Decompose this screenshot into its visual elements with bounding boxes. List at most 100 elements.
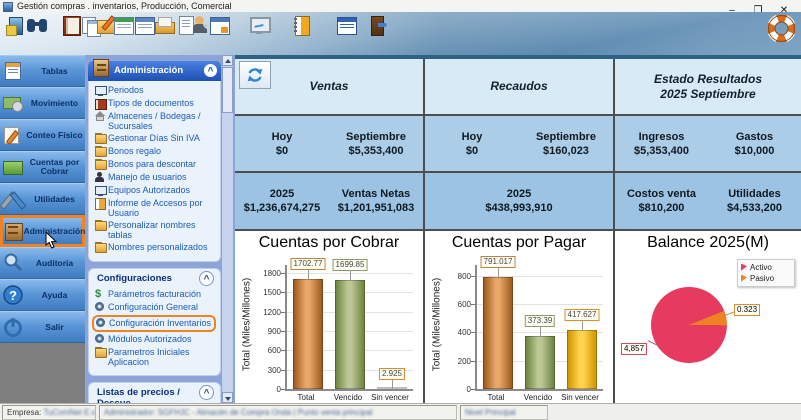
sidebar-item-movimiento[interactable]: Movimiento <box>0 87 85 119</box>
sidebar-item-tablas[interactable]: Tablas <box>0 55 85 87</box>
value-callout: 2.925 <box>378 367 406 380</box>
grid-blue-icon[interactable] <box>335 14 359 38</box>
pie-value-pasivo: 0.323 <box>734 304 761 316</box>
y-tick <box>281 389 286 390</box>
sidebar-item-ayuda[interactable]: ? Ayuda <box>0 279 85 311</box>
gridline <box>477 303 603 305</box>
sidebar-item-cuentas-por-cobrar[interactable]: Cuentas por Cobrar <box>0 151 85 183</box>
x-category-label: Vencido <box>523 393 553 402</box>
copy-icon[interactable] <box>79 14 103 38</box>
gear-icon <box>96 318 109 329</box>
collapse-section-button[interactable]: ^ <box>199 271 214 286</box>
book-icon[interactable] <box>60 14 84 38</box>
monitor-icon <box>95 185 108 196</box>
menu-item-bonos-para-descontar[interactable]: Bonos para descontar <box>95 159 216 170</box>
table-icon[interactable] <box>133 14 157 38</box>
status-bar: Empresa: TuComNet E.x.E Administrador: S… <box>0 403 801 420</box>
menu-item-configuracion-inventarios[interactable]: Configuración Inventarios <box>92 315 216 332</box>
metric: 2025 $1,236,674,275 <box>243 188 321 214</box>
dollar-icon: $ <box>95 288 102 300</box>
collapse-section-button[interactable]: ^ <box>199 385 214 400</box>
sidebar-item-utilidades[interactable]: Utilidades <box>0 183 85 215</box>
y-tick <box>281 350 286 352</box>
y-tick-label: 400 <box>457 328 471 338</box>
home-icon <box>95 111 108 122</box>
metric: Septiembre $5,353,400 <box>346 130 406 157</box>
plot-area: 0 300 600 900 1200 1500 1800 1702.77 1699.85 2.92… <box>263 258 413 394</box>
y-tick <box>471 360 476 362</box>
maximize-button[interactable]: ❐ <box>753 5 763 16</box>
sidebar-item-auditoria[interactable]: Auditoria <box>0 247 85 279</box>
y-tick <box>471 275 476 277</box>
value-callout: 373.39 <box>524 315 556 328</box>
refresh-button[interactable] <box>239 61 271 89</box>
bar-Total <box>483 276 513 389</box>
close-button[interactable]: ✕ <box>779 5 789 16</box>
menu-item-parametros-iniciales[interactable]: Parametros Iniciales Aplicacion <box>95 347 216 367</box>
y-tick-label: 0 <box>276 385 281 394</box>
folder-icon <box>95 242 108 253</box>
pie-chart <box>651 287 727 363</box>
menu-item-gestionar-dias-sin-iva[interactable]: Gestionar Días Sin IVA <box>95 133 216 144</box>
administration-icon <box>3 220 25 242</box>
pie-value-activo: 4,857 <box>621 343 648 355</box>
receivables-icon <box>2 156 24 178</box>
physical-count-icon <box>2 124 24 146</box>
chart-title: Cuentas por Cobrar <box>258 234 400 251</box>
menu-item-almacenes-bodegas[interactable]: Almacenes / Bodegas / Sucursales <box>95 111 216 131</box>
exit-door-icon[interactable] <box>368 14 392 38</box>
scroll-up-arrow[interactable] <box>222 55 233 66</box>
bar-Sin vencer <box>567 329 597 389</box>
notebook-icon[interactable] <box>291 14 315 38</box>
menu-item-parametros-facturacion[interactable]: $ Parámetros facturación <box>95 288 202 300</box>
chart-title: Balance 2025(M) <box>647 234 769 251</box>
app-icon <box>3 2 13 12</box>
window-title: Gestión compras . inventarios, Producció… <box>17 1 232 11</box>
menu-item-bonos-regalo[interactable]: Bonos regalo <box>95 146 216 157</box>
y-tick-label: 600 <box>457 299 471 309</box>
folder-icon <box>95 146 108 157</box>
app-window-icon[interactable] <box>4 14 28 38</box>
minimize-button[interactable]: – <box>729 5 735 16</box>
plot-area: 0 200 400 600 800 791.017 373.39 417.627 <box>458 255 603 394</box>
menu-item-personalizar-nombres-tablas[interactable]: Personalizar nombres tablas <box>95 220 216 240</box>
menu-item-manejo-de-usuarios[interactable]: Manejo de usuarios <box>95 172 216 183</box>
binoculars-icon[interactable] <box>25 14 49 38</box>
user-icon <box>95 172 108 183</box>
menu-item-tipos-de-documentos[interactable]: Tipos de documentos <box>95 98 216 110</box>
scroll-down-arrow[interactable] <box>222 392 233 403</box>
metric: Septiembre $160,023 <box>536 130 596 157</box>
y-tick <box>471 332 476 334</box>
collapse-section-button[interactable]: ^ <box>204 64 217 77</box>
sidebar-item-conteo-fisico[interactable]: Conteo Físico <box>0 119 85 151</box>
folder-icon <box>95 220 108 231</box>
help-icon: ? <box>2 284 24 306</box>
scrollbar-thumb[interactable] <box>222 67 233 113</box>
menu-section-header: Configuraciones ^ <box>91 269 218 287</box>
sidebar-item-administracion[interactable]: Administración <box>0 215 85 249</box>
menu-item-modulos-autorizados[interactable]: Módulos Autorizados <box>95 334 216 345</box>
legend-item: Pasivo <box>741 273 791 284</box>
metric: Ventas Netas $1,201,951,083 <box>337 188 415 214</box>
menu-item-configuracion-general[interactable]: Configuración General <box>95 302 216 313</box>
redacted-text: TuComNet E.x.E <box>43 408 96 417</box>
menu-item-informe-accesos[interactable]: Informe de Accesos por Usuario <box>95 198 216 218</box>
metric: Ingresos $5,353,400 <box>633 130 690 157</box>
menu-scrollbar[interactable] <box>222 55 233 403</box>
spreadsheet-icon[interactable] <box>112 14 136 38</box>
menu-item-periodos[interactable]: Periodos <box>95 85 216 96</box>
menu-item-nombres-personalizados[interactable]: Nombres personalizados <box>95 242 216 253</box>
table-cell: Hoy $0 Septiembre $5,353,400 <box>235 116 425 173</box>
window-orange-icon[interactable] <box>208 14 232 38</box>
chart-legend: Activo Pasivo <box>737 259 795 287</box>
callout-leader <box>392 379 393 389</box>
sidebar-item-salir[interactable]: Salir <box>0 311 85 343</box>
menu-section-administracion: Administración ^ Periodos Tipos de docum… <box>88 59 221 262</box>
y-tick <box>471 389 476 390</box>
monitor-chart-icon[interactable] <box>248 14 272 38</box>
tables-icon <box>2 60 24 82</box>
mail-icon[interactable] <box>154 14 178 38</box>
menu-item-equipos-autorizados[interactable]: Equipos Autorizados <box>95 185 216 196</box>
table-cell: Ingresos $5,353,400 Gastos $10,000 <box>615 116 801 173</box>
life-ring-icon[interactable] <box>767 14 796 43</box>
